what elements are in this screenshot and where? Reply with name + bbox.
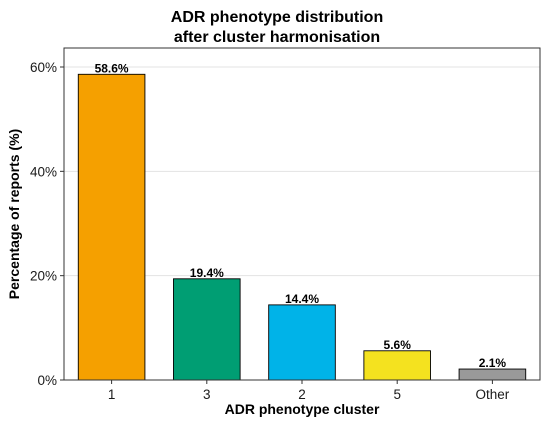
bar-3 (173, 278, 241, 381)
bar-other (458, 368, 527, 381)
data-label-2: 14.4% (285, 292, 319, 306)
x-axis-title: ADR phenotype cluster (225, 401, 380, 417)
x-tick-label-5: 5 (393, 387, 401, 402)
bar-5 (363, 350, 431, 381)
x-tick-label-2: 2 (298, 387, 306, 402)
x-axis: 1 3 2 5 Other (108, 380, 510, 402)
bars (77, 73, 527, 381)
y-axis-title: Percentage of reports (%) (6, 129, 22, 299)
bar-1 (77, 73, 146, 381)
x-tick-label-3: 3 (203, 387, 211, 402)
chart-title-line-1: ADR phenotype distribution (171, 9, 383, 26)
data-labels: 58.6% 19.4% 14.4% 5.6% 2.1% (95, 61, 507, 370)
data-label-5: 5.6% (384, 338, 412, 352)
data-label-3: 19.4% (190, 266, 224, 280)
chart-title-line-2: after cluster harmonisation (174, 29, 380, 46)
y-tick-label-1: 20% (30, 269, 57, 284)
x-tick-label-1: 1 (108, 387, 116, 402)
bar-2 (268, 304, 336, 381)
y-tick-label-3: 60% (30, 60, 57, 75)
y-axis: 0% 20% 40% 60% (30, 60, 64, 388)
data-label-other: 2.1% (479, 356, 507, 370)
y-tick-label-2: 40% (30, 164, 57, 179)
data-label-1: 58.6% (95, 61, 129, 75)
x-tick-label-other: Other (476, 387, 510, 402)
y-tick-label-0: 0% (37, 373, 57, 388)
